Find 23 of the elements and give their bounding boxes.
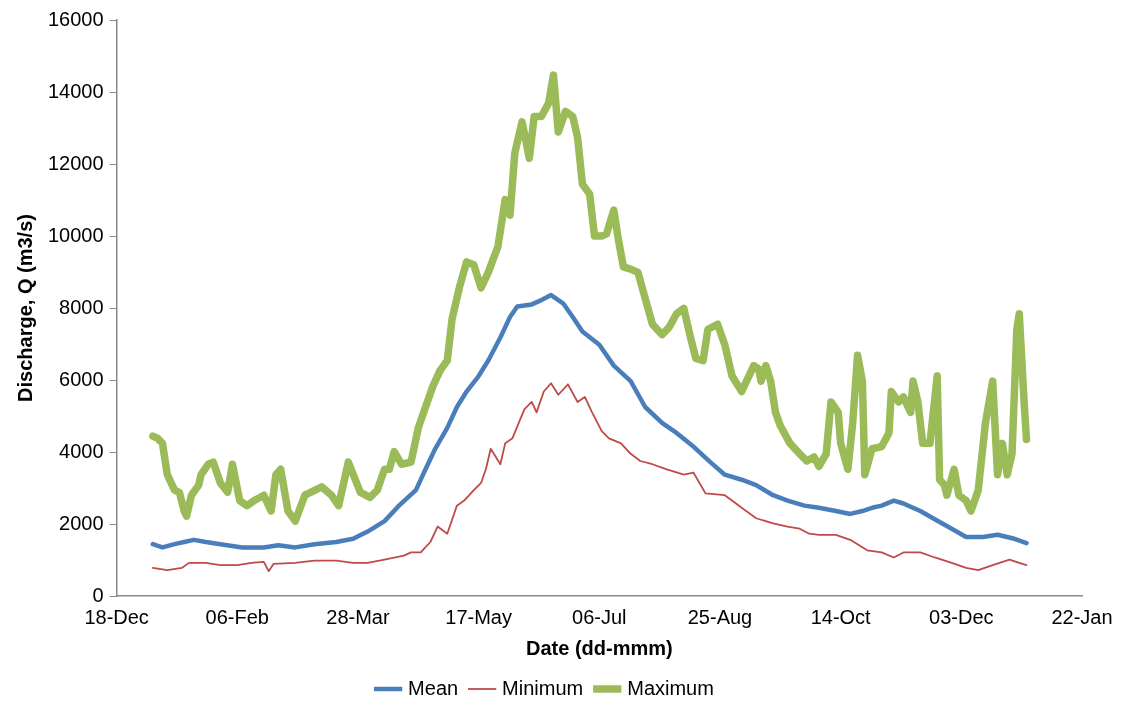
x-tick-label: 06-Feb	[205, 605, 269, 628]
x-axis-title: Date (dd-mmm)	[525, 636, 673, 659]
y-tick-label: 4000	[59, 439, 104, 462]
x-tick-label: 17-May	[445, 605, 512, 628]
x-tick-label: 14-Oct	[810, 605, 872, 628]
x-tick-label: 18-Dec	[84, 605, 149, 628]
y-tick-label: 16000	[47, 7, 104, 30]
y-tick-label: 0	[92, 583, 104, 606]
legend-label: Minimum	[502, 676, 584, 699]
y-tick-label: 2000	[59, 511, 104, 534]
y-axis-title: Discharge, Q (m3/s)	[13, 214, 36, 402]
y-tick-label: 8000	[59, 295, 104, 318]
y-tick-label: 6000	[59, 367, 104, 390]
x-tick-label: 03-Dec	[929, 605, 994, 628]
legend-label: Maximum	[627, 676, 714, 699]
x-tick-label: 25-Aug	[687, 605, 753, 628]
x-tick-label: 06-Jul	[572, 605, 627, 628]
y-tick-label: 14000	[47, 79, 104, 102]
x-tick-label: 22-Jan	[1051, 605, 1113, 628]
y-tick-label: 12000	[47, 151, 104, 174]
y-tick-label: 10000	[47, 223, 104, 246]
legend-label: Mean	[408, 676, 459, 699]
x-tick-label: 28-Mar	[326, 605, 390, 628]
